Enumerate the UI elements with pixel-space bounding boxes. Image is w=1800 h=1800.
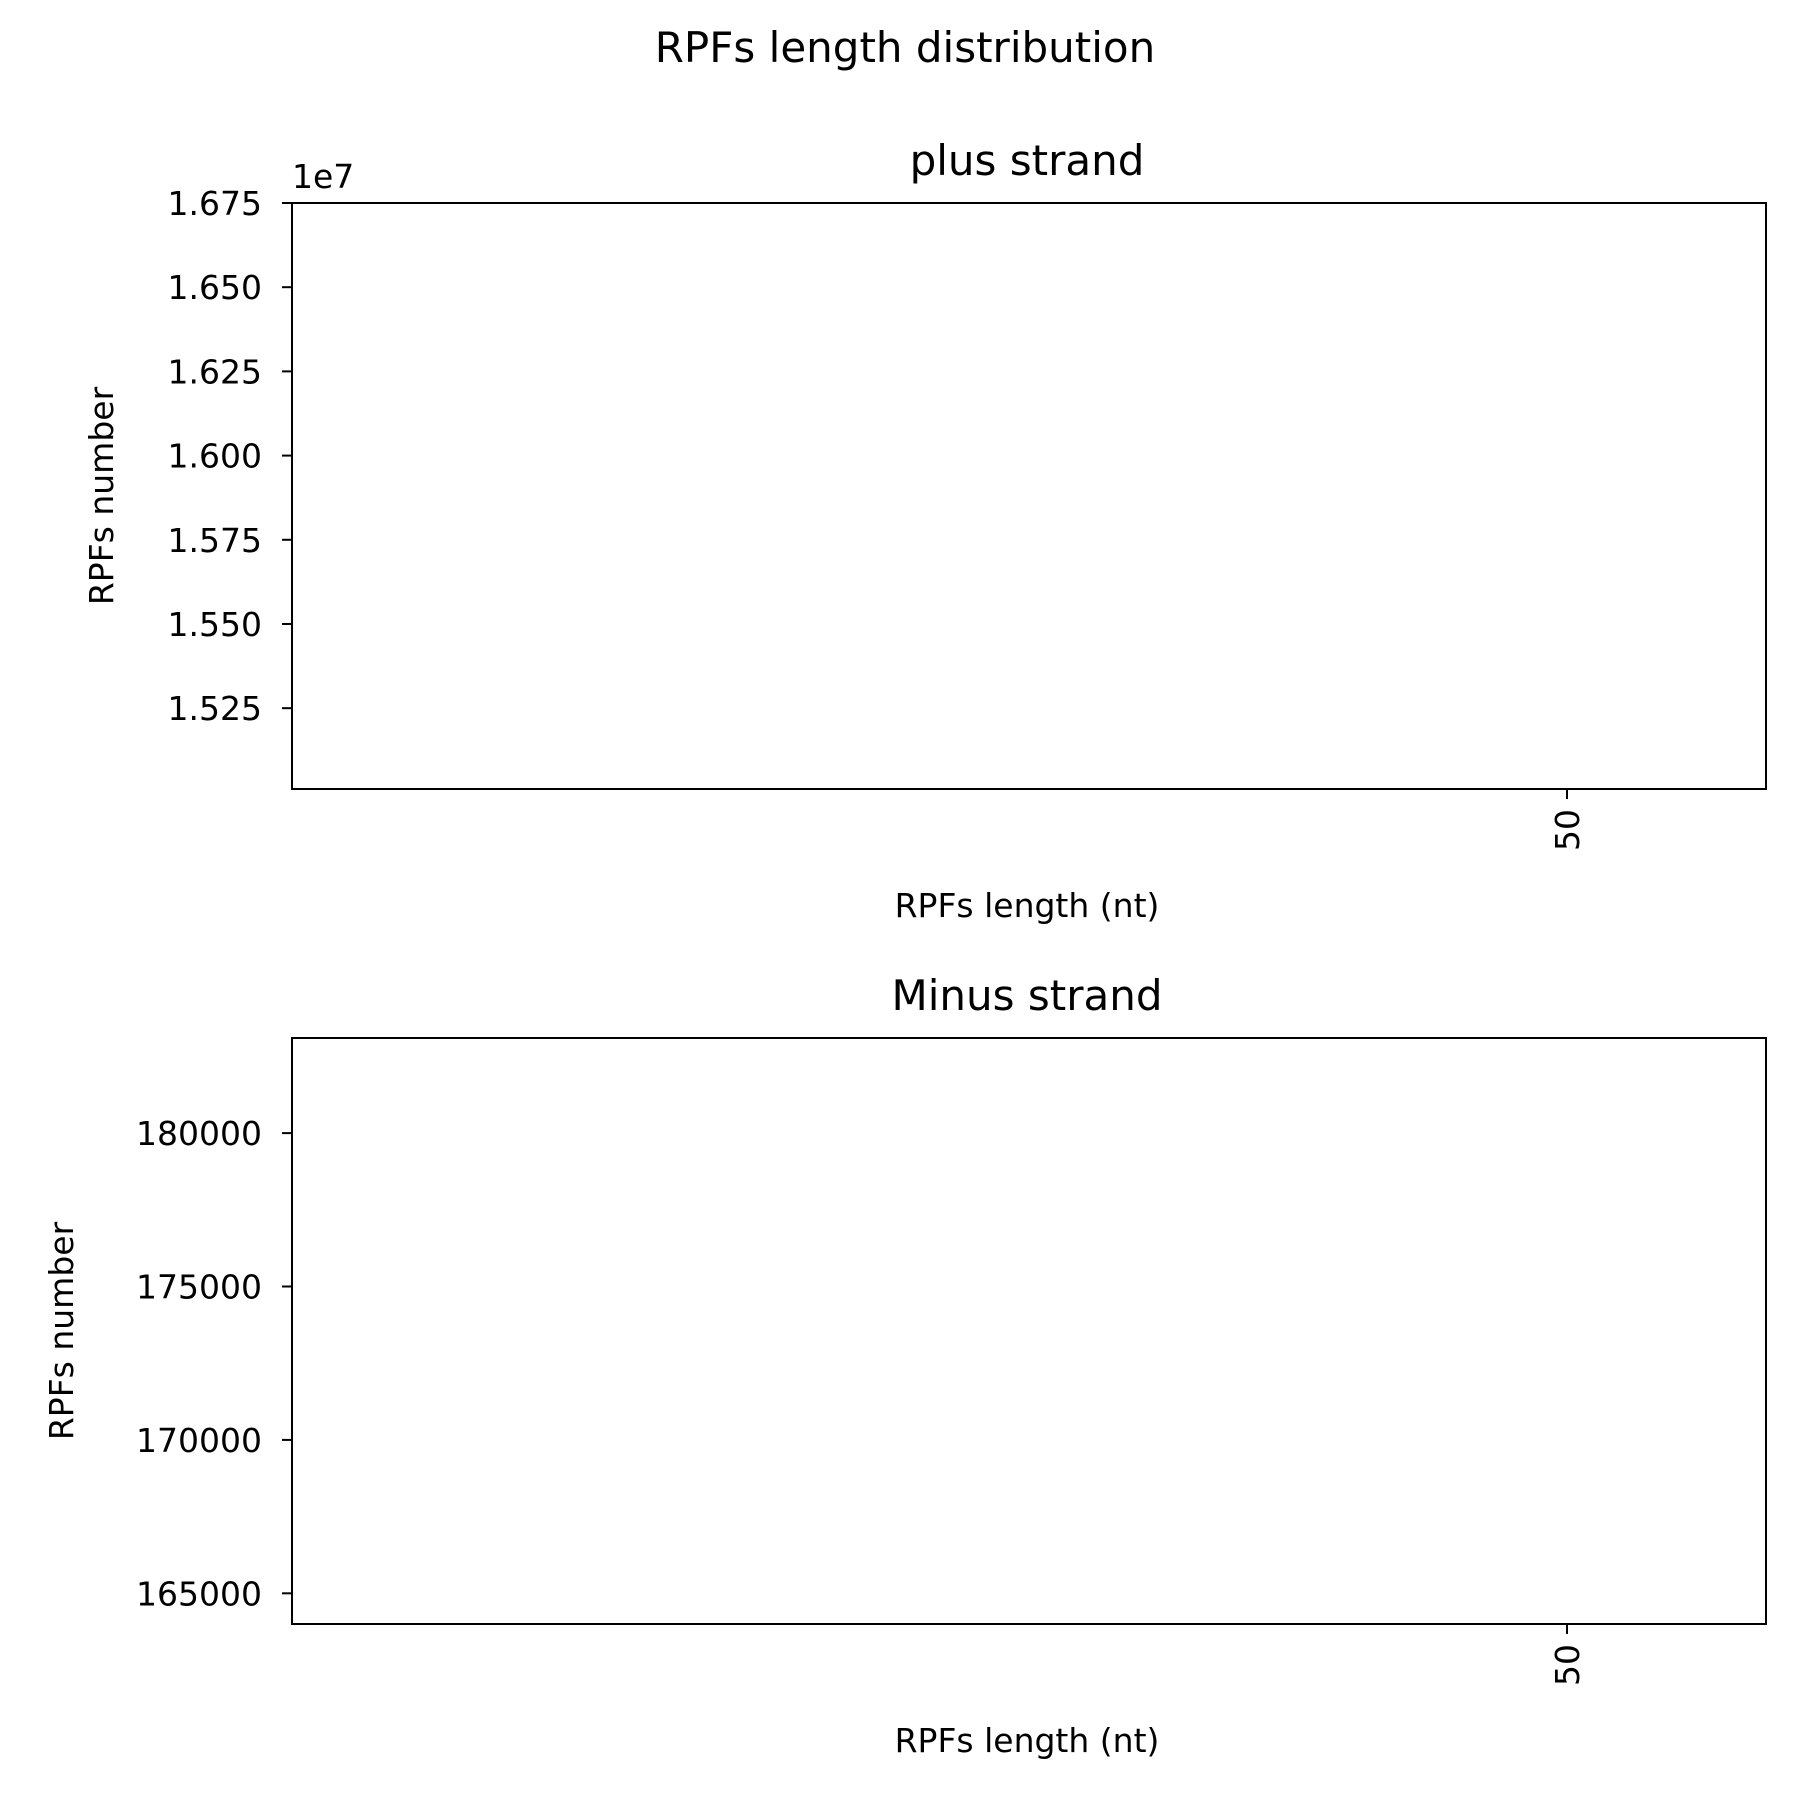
y-tick-label-plus-3: 1.600: [168, 437, 262, 476]
y-tick-label-plus-4: 1.625: [168, 352, 262, 391]
y-ticks-plus: 1.525 1.550 1.575 1.600 1.625 1.650 1.675: [168, 184, 292, 728]
x-ticks-minus: 50: [1548, 1624, 1587, 1686]
y-tick-label-minus-3: 180000: [136, 1114, 262, 1153]
figure-suptitle: RPFs length distribution: [655, 23, 1155, 72]
y-tick-label-minus-1: 170000: [136, 1421, 262, 1460]
y-axis-label-plus: RPFs number: [82, 386, 121, 605]
y-tick-label-minus-0: 165000: [136, 1574, 262, 1613]
subplot-plus-strand: plus strand 1e7 1.525 1.550 1.575 1.600 1.62…: [82, 136, 1767, 925]
x-axis-label-plus: RPFs length (nt): [895, 886, 1160, 925]
y-offset-text-plus: 1e7: [292, 157, 354, 196]
subplot-minus-strand: Minus strand 165000 170000 175000 180000 50…: [42, 971, 1767, 1760]
x-tick-label-minus-0: 50: [1548, 1644, 1587, 1686]
x-axis-label-minus: RPFs length (nt): [895, 1721, 1160, 1760]
x-ticks-plus: 50: [1548, 789, 1587, 851]
y-tick-label-plus-6: 1.675: [168, 184, 262, 223]
y-tick-label-minus-2: 175000: [136, 1268, 262, 1307]
y-ticks-minus: 165000 170000 175000 180000: [136, 1114, 292, 1613]
subplot-title-minus: Minus strand: [891, 971, 1162, 1020]
subplot-title-plus: plus strand: [910, 136, 1145, 185]
plot-area-minus: [291, 1037, 1767, 1625]
y-tick-label-plus-5: 1.650: [168, 268, 262, 307]
y-tick-label-plus-2: 1.575: [168, 521, 262, 560]
y-tick-label-plus-0: 1.525: [168, 689, 262, 728]
plot-area-plus: [291, 202, 1767, 790]
y-tick-label-plus-1: 1.550: [168, 605, 262, 644]
x-tick-label-plus-0: 50: [1548, 809, 1587, 851]
y-axis-label-minus: RPFs number: [42, 1221, 81, 1440]
